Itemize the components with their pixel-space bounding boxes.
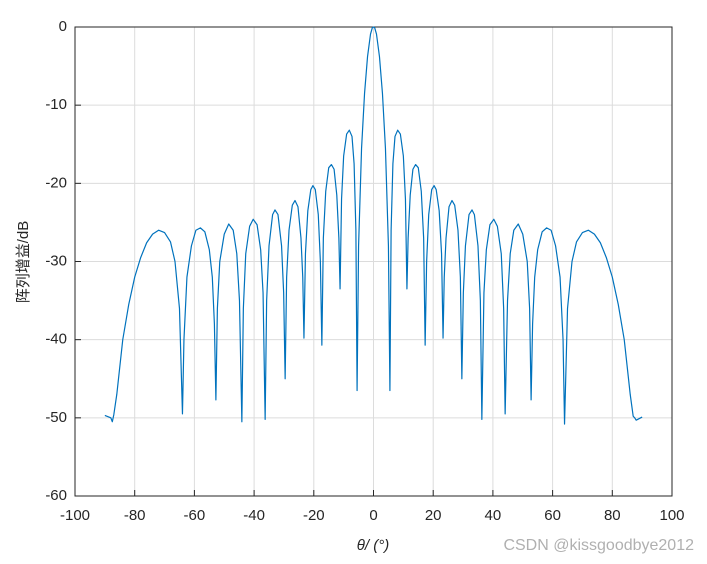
x-tick-label: -60 — [184, 507, 206, 524]
x-axis-label: θ/ (°) — [357, 537, 389, 554]
x-tick-label: -40 — [243, 507, 265, 524]
y-tick-label: -40 — [45, 331, 67, 348]
y-tick-label: -30 — [45, 252, 67, 269]
watermark: CSDN @kissgoodbye2012 — [503, 537, 694, 554]
y-tick-label: -20 — [45, 174, 67, 191]
y-tick-label: -60 — [45, 487, 67, 504]
x-tick-label: 80 — [604, 507, 621, 524]
x-tick-label: 100 — [659, 507, 684, 524]
data-line — [104, 26, 643, 425]
y-axis-label: 阵列增益/dB — [15, 221, 32, 304]
x-tick-label: -100 — [60, 507, 90, 524]
y-tick-label: -50 — [45, 409, 67, 426]
y-tick-label: 0 — [59, 18, 67, 35]
x-tick-label: 20 — [425, 507, 442, 524]
y-tick-label: -10 — [45, 96, 67, 113]
x-tick-label: -80 — [124, 507, 146, 524]
x-tick-label: -20 — [303, 507, 325, 524]
x-tick-label: 0 — [369, 507, 377, 524]
x-tick-label: 60 — [544, 507, 561, 524]
x-tick-label: 40 — [485, 507, 502, 524]
